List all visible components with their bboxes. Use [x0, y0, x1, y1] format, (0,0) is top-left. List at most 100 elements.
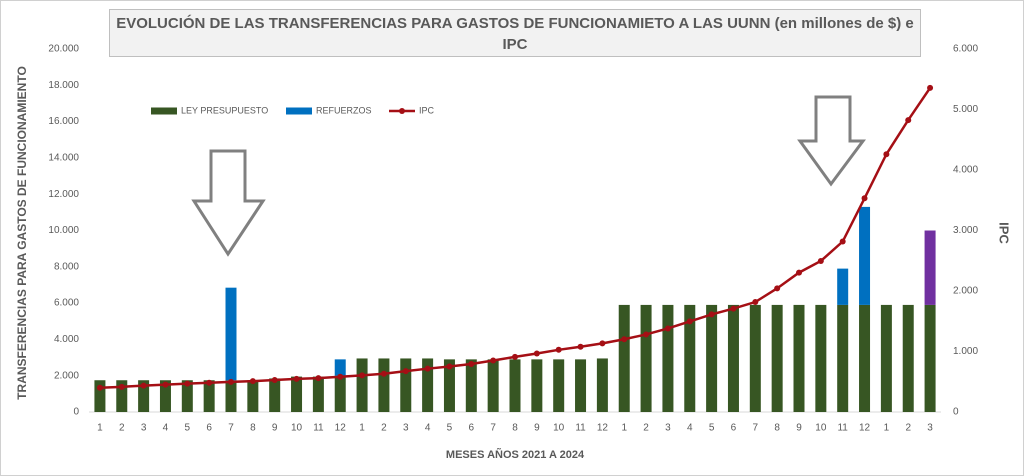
bar	[203, 380, 215, 412]
ipc-line	[99, 87, 932, 389]
bar	[225, 380, 237, 412]
x-tick-label: 2	[643, 423, 649, 434]
y-tick-label: 14.000	[48, 153, 79, 164]
x-tick-label: 4	[163, 423, 169, 434]
x-tick-label: 9	[534, 423, 540, 434]
ipc-point	[599, 340, 606, 347]
chart-title: EVOLUCIÓN DE LAS TRANSFERENCIAS PARA GAS…	[109, 9, 921, 57]
x-tick-label: 7	[228, 423, 234, 434]
ipc-point	[337, 373, 344, 380]
x-tick-label: 3	[665, 423, 671, 434]
x-tick-label: 7	[753, 423, 759, 434]
y2-tick-label: 0	[953, 407, 959, 418]
y-tick-label: 20.000	[48, 44, 79, 55]
ipc-point	[424, 365, 431, 372]
bar	[291, 376, 303, 412]
x-tick-label: 11	[313, 423, 324, 434]
x-tick-label: 2	[381, 423, 387, 434]
ipc-point	[796, 269, 802, 276]
bar	[443, 359, 455, 412]
legend-label: REFUERZOS	[316, 105, 372, 115]
ipc-point	[468, 361, 475, 368]
y2-tick-label: 1.000	[953, 346, 978, 357]
x-tick-label: 3	[403, 423, 409, 434]
x-tick-label: 9	[796, 423, 802, 434]
bar	[924, 230, 936, 305]
y-tick-label: 16.000	[48, 116, 79, 127]
bar	[618, 304, 630, 412]
bar	[465, 359, 477, 412]
ipc-point	[730, 305, 737, 312]
legend-swatch	[286, 107, 312, 115]
ipc-point	[271, 377, 278, 384]
y-tick-label: 18.000	[48, 80, 79, 91]
bar	[575, 359, 587, 412]
bar	[596, 358, 608, 412]
y-tick-label: 2.000	[54, 370, 79, 381]
x-tick-label: 1	[97, 423, 103, 434]
ipc-point	[228, 378, 234, 385]
x-tick-label: 6	[206, 423, 212, 434]
x-tick-label: 10	[553, 423, 565, 434]
ipc-point	[643, 331, 650, 338]
x-tick-label: 3	[141, 423, 147, 434]
ipc-point	[883, 151, 890, 158]
ipc-point	[512, 353, 518, 360]
ipc-point	[927, 84, 934, 91]
ipc-point	[293, 375, 300, 382]
ipc-point	[162, 381, 169, 388]
x-tick-label: 7	[490, 423, 496, 434]
ipc-point	[315, 375, 322, 382]
ipc-point	[118, 383, 125, 390]
x-tick-label: 10	[815, 423, 827, 434]
ipc-point	[817, 257, 824, 264]
bar	[531, 359, 543, 412]
x-tick-label: 8	[250, 423, 256, 434]
bar	[902, 304, 914, 412]
ipc-point	[533, 350, 540, 357]
ipc-point	[664, 325, 671, 332]
bar	[138, 380, 150, 412]
x-tick-label: 6	[469, 423, 475, 434]
bar	[706, 304, 718, 412]
ipc-point	[708, 311, 715, 318]
ipc-point	[446, 363, 453, 370]
x-tick-label: 11	[575, 423, 586, 434]
bar	[553, 359, 565, 412]
bar	[837, 268, 849, 305]
legend-label: IPC	[419, 105, 435, 115]
legend-label: LEY PRESUPUESTO	[181, 105, 268, 115]
ipc-point	[577, 343, 584, 350]
y2-axis-label: IPC	[997, 222, 1012, 244]
bar	[924, 304, 936, 412]
bar	[662, 304, 674, 412]
bar	[859, 304, 871, 412]
y2-tick-label: 4.000	[953, 165, 978, 176]
bar	[749, 304, 761, 412]
bar	[269, 378, 281, 412]
x-tick-label: 12	[335, 423, 347, 434]
bar	[334, 375, 346, 412]
x-tick-label: 9	[272, 423, 278, 434]
x-tick-label: 5	[709, 423, 715, 434]
ipc-point	[206, 379, 213, 386]
x-tick-label: 1	[884, 423, 890, 434]
ipc-point	[249, 378, 256, 385]
ipc-point	[839, 238, 846, 245]
bar	[771, 304, 783, 412]
x-tick-label: 11	[837, 423, 848, 434]
x-tick-label: 4	[687, 423, 693, 434]
x-tick-label: 12	[597, 423, 609, 434]
ipc-point	[555, 346, 562, 353]
bar	[422, 358, 434, 412]
bar	[247, 380, 259, 412]
arrow	[797, 95, 866, 187]
bar	[509, 359, 521, 412]
bar	[727, 304, 739, 412]
x-tick-label: 2	[905, 423, 911, 434]
ipc-point	[752, 299, 759, 306]
x-tick-label: 10	[291, 423, 303, 434]
ipc-point	[861, 195, 868, 202]
